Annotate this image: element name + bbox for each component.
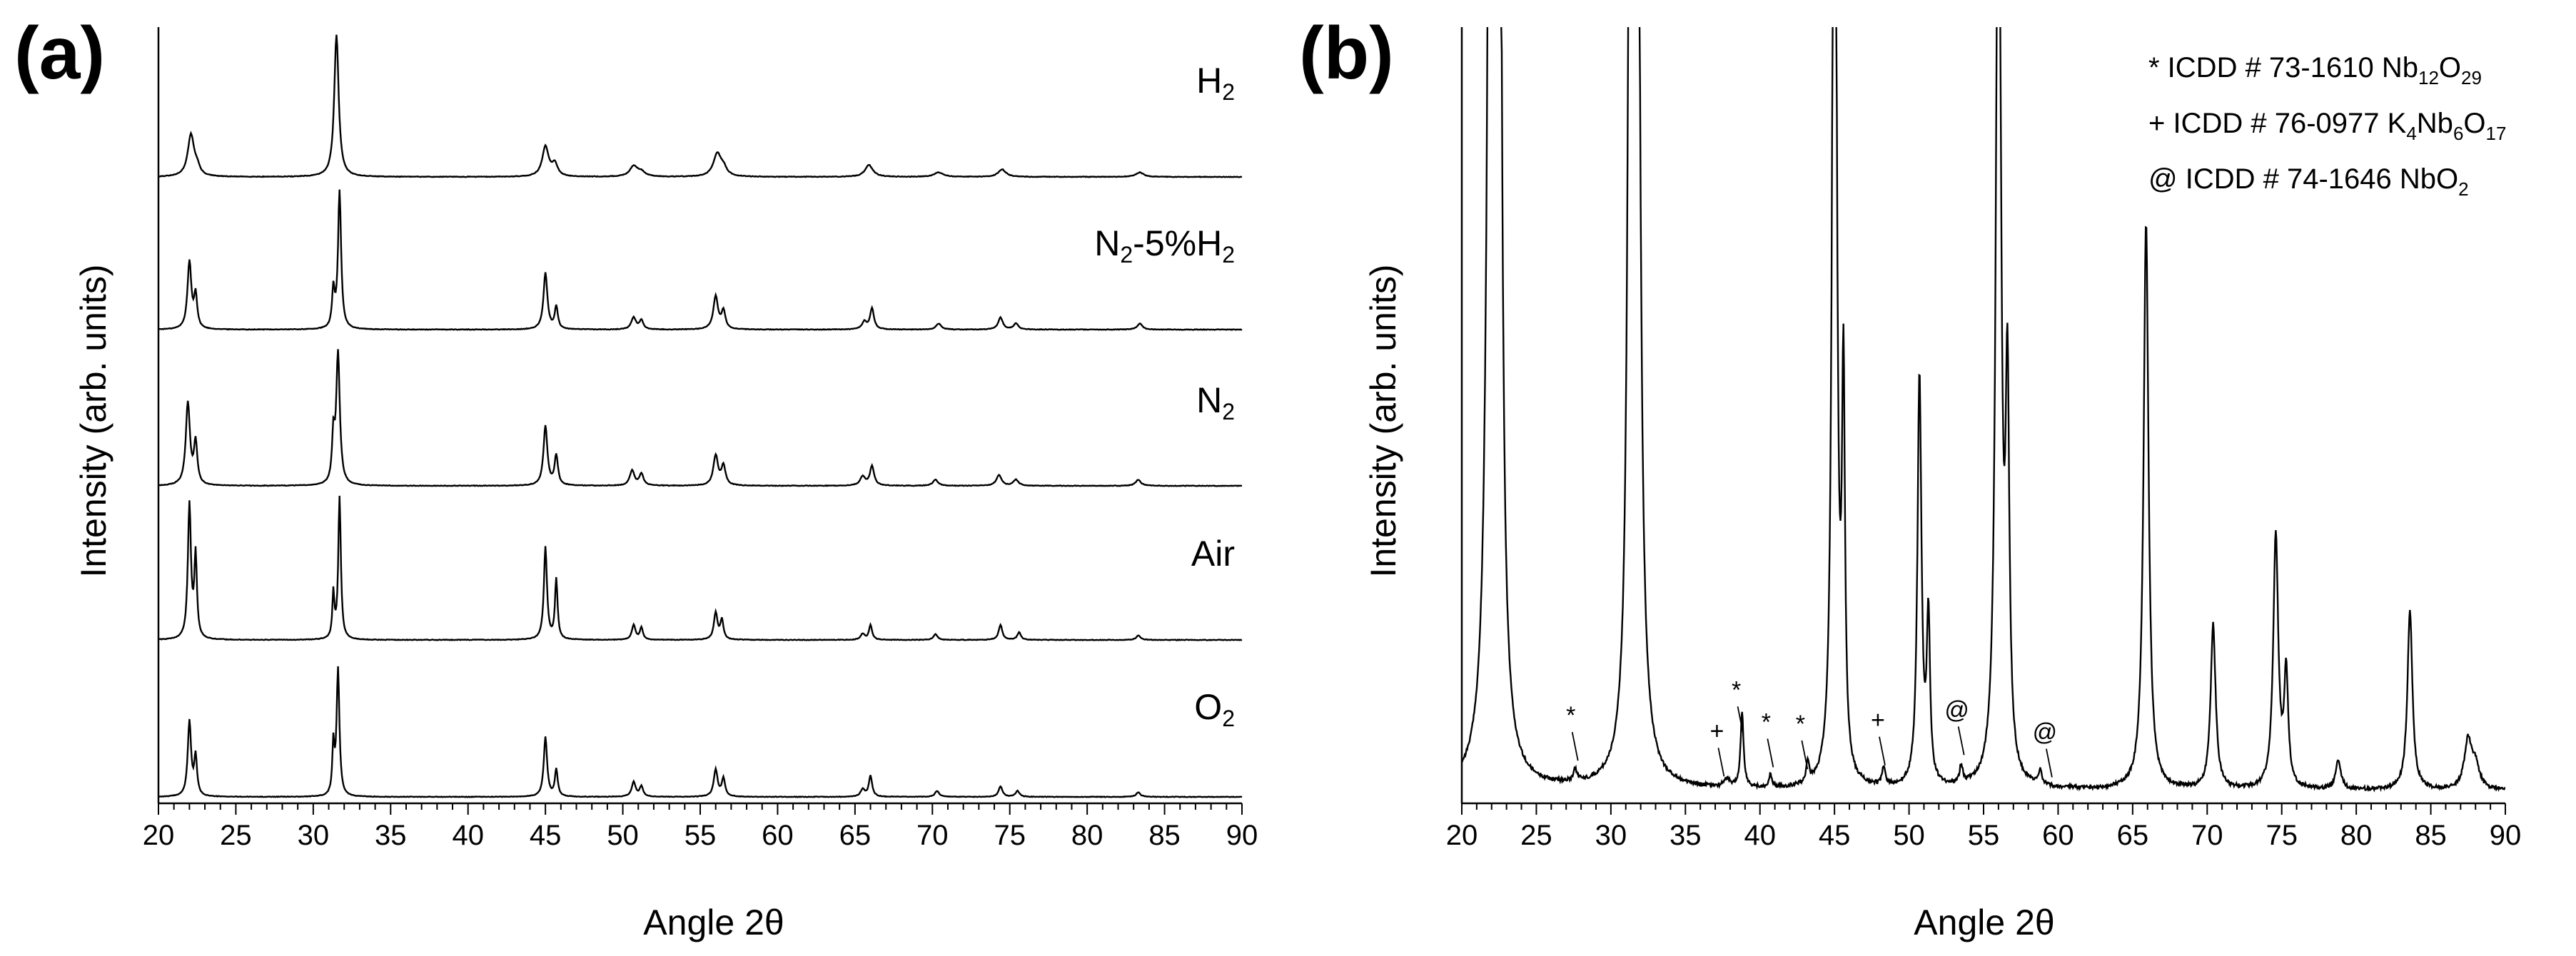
marker-symbol-6: @ [1944,696,1969,723]
marker-leader-6 [1957,726,1965,756]
marker-leader-7 [2046,748,2053,778]
panel-b-label: (b) [1299,12,1394,95]
marker-symbol-1: + [1709,718,1724,745]
panel-a-x-tick-label-70: 70 [916,820,949,851]
series-line-N2 [158,349,1243,487]
series-label-O2: O2 [1194,687,1235,731]
panel-a-x-tick-label-40: 40 [452,820,484,851]
series-label-Air: Air [1191,534,1235,574]
panel-b-y-axis-title: Intensity (arb. units) [1363,264,1403,577]
panel-a-x-tick-label-35: 35 [375,820,407,851]
panel-a-y-axis-title: Intensity (arb. units) [74,264,113,577]
panel-a-x-tick-label-45: 45 [530,820,562,851]
panel-a-x-tick-label-30: 30 [298,820,330,851]
panel-a-x-tick-label-25: 25 [220,820,252,851]
legend-entry-2: @ ICDD # 74-1646 NbO2 [2148,163,2469,200]
panel-a-x-tick-label-20: 20 [143,820,175,851]
marker-leader-0 [1571,732,1579,761]
marker-symbol-5: + [1871,707,1885,734]
marker-leader-5 [1879,736,1886,766]
panel-b-x-tick-label-65: 65 [2117,820,2149,851]
panel-a: (a) 20 25 30 35 40 45 50 55 60 65 70 75 80 85 90 H2 N2-… [14,12,1258,942]
series-label-H2: H2 [1196,61,1235,105]
panel-a-x-axis-title: Angle 2θ [643,902,784,942]
panel-b-x-tick-label-90: 90 [2490,820,2522,851]
panel-a-x-tick-label-90: 90 [1226,820,1258,851]
marker-leader-4 [1801,740,1809,770]
panel-b: (b) 20 25 30 35 40 45 50 55 60 65 70 75 80 85 90 *+** *… [1299,12,2521,942]
series-label-N2: N2 [1196,380,1235,424]
panel-b-x-tick-label-80: 80 [2340,820,2373,851]
marker-symbol-4: * [1796,711,1805,738]
panel-b-plot-area [1462,27,2505,793]
panel-a-x-tick-label-50: 50 [607,820,639,851]
marker-symbol-7: @ [2033,719,2058,746]
panel-a-label: (a) [14,12,105,95]
panel-b-x-tick-label-40: 40 [1744,820,1776,851]
panel-b-x-tick-label-25: 25 [1520,820,1552,851]
panel-b-x-tick-label-20: 20 [1446,820,1478,851]
series-line-N2-5%H2 [158,189,1243,331]
series-line-Air [158,495,1243,641]
marker-leader-3 [1767,738,1774,768]
panel-b-x-tick-label-75: 75 [2266,820,2298,851]
panel-b-x-tick-label-70: 70 [2191,820,2223,851]
series-line-XRD pattern [1462,27,2505,793]
panel-b-x-tick-label-55: 55 [1968,820,2000,851]
panel-b-x-tick-label-85: 85 [2415,820,2447,851]
panel-a-axes: 20 25 30 35 40 45 50 55 60 65 70 75 80 85 90 [143,27,1258,851]
panel-a-x-tick-label-65: 65 [839,820,872,851]
marker-symbol-0: * [1566,702,1575,729]
panel-b-x-tick-label-35: 35 [1670,820,1702,851]
series-line-O2 [158,666,1243,798]
panel-b-phase-markers: * + * * * + @ @ [1566,676,2058,778]
panel-b-x-axis-title: Angle 2θ [1914,902,2054,942]
panel-a-x-tick-label-60: 60 [762,820,794,851]
marker-symbol-3: * [1762,708,1771,736]
panel-b-x-tick-label-50: 50 [1893,820,1925,851]
panel-b-axes: 20 25 30 35 40 45 50 55 60 65 70 75 80 85 90 [1446,27,2522,851]
panel-a-series-labels: H2 N2-5%H2 N2 Air O2 [1094,61,1235,731]
panel-a-x-tick-label-85: 85 [1148,820,1181,851]
legend-entry-0: * ICDD # 73-1610 Nb12O29 [2148,52,2482,88]
panel-b-x-tick-label-45: 45 [1819,820,1851,851]
panel-a-x-tick-label-75: 75 [994,820,1026,851]
panel-a-x-tick-label-55: 55 [685,820,717,851]
panel-a-x-tick-label-80: 80 [1071,820,1103,851]
marker-symbol-2: * [1732,676,1741,703]
series-line-H2 [158,34,1243,178]
panel-b-x-tick-label-30: 30 [1595,820,1627,851]
panel-b-legend: * ICDD # 73-1610 Nb12O29 + ICDD # 76-0977… [2148,52,2506,200]
panel-b-x-tick-label-60: 60 [2042,820,2074,851]
marker-leader-2 [1737,706,1744,736]
series-label-N2-5%H2: N2-5%H2 [1094,223,1235,268]
panel-a-plot-area [158,34,1243,798]
marker-leader-1 [1717,748,1725,777]
legend-entry-1: + ICDD # 76-0977 K4Nb6O17 [2148,108,2506,144]
